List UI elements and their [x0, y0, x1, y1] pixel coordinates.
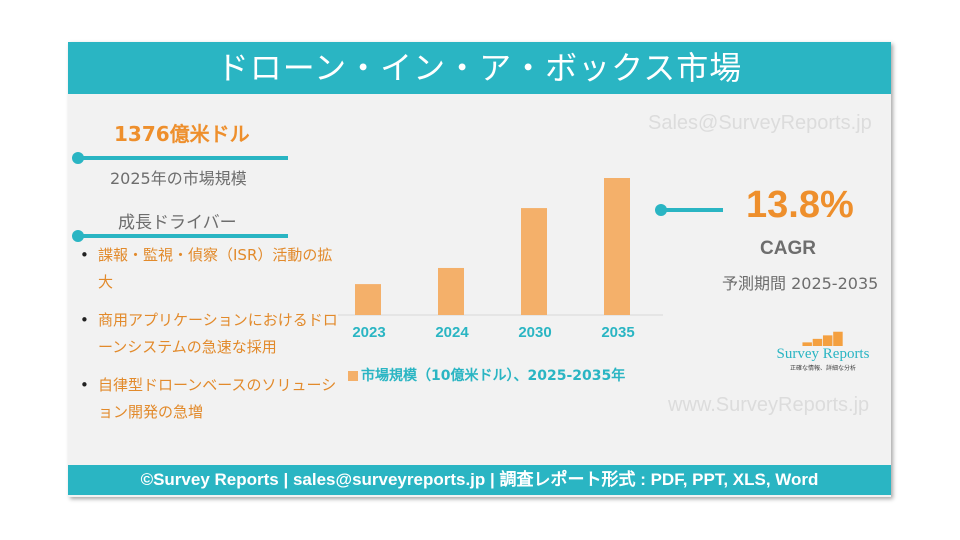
driver-item: 自律型ドローンベースのソリューション開発の急増 [76, 372, 346, 426]
x-tick-label: 2035 [601, 324, 635, 341]
watermark-url: www.SurveyReports.jp [668, 394, 870, 416]
market-size-label: 2025年の市場規模 [110, 169, 247, 188]
legend-swatch [348, 371, 358, 381]
bar-2030 [521, 208, 547, 315]
logo-bars-icon: ▂▄▆█ [802, 332, 844, 346]
market-size-value: 1376億米ドル [114, 122, 250, 146]
x-tick-label: 2030 [518, 324, 552, 341]
divider-line [661, 208, 723, 212]
driver-item: 商用アプリケーションにおけるドローンシステムの急速な採用 [76, 307, 346, 361]
forecast-period: 予測期間 2025-2035 [722, 274, 879, 293]
logo: ▂▄▆█ Survey Reports 正確な情報、詳細な分析 [768, 332, 878, 372]
drivers-list: 諜報・監視・偵察（ISR）活動の拡大 商用アプリケーションにおけるドローンシステ… [76, 242, 346, 437]
bar-2035 [604, 178, 630, 315]
bar-2024 [438, 267, 464, 315]
divider-line [76, 234, 288, 238]
x-tick-label: 2024 [435, 324, 469, 341]
driver-item: 諜報・監視・偵察（ISR）活動の拡大 [76, 242, 346, 296]
divider-line [76, 156, 288, 160]
cagr-value: 13.8% [746, 184, 854, 226]
bar-2023 [355, 284, 381, 315]
legend-label: 市場規模（10億米ドル）、2025-2035年 [361, 368, 626, 384]
x-tick-label: 2023 [352, 324, 386, 341]
logo-tagline: 正確な情報、詳細な分析 [789, 365, 856, 372]
footer: ©Survey Reports | sales@surveyreports.jp… [68, 465, 891, 495]
logo-name: Survey Reports [776, 346, 870, 362]
page-title: ドローン・イン・ア・ボックス市場 [68, 42, 891, 94]
infographic-card: ドローン・イン・ア・ボックス市場 Sales@SurveyReports.jp … [68, 42, 891, 497]
watermark-email: Sales@SurveyReports.jp [648, 112, 872, 134]
cagr-label: CAGR [760, 238, 816, 259]
drivers-title: 成長ドライバー [118, 213, 237, 233]
bar-chart [338, 178, 663, 316]
